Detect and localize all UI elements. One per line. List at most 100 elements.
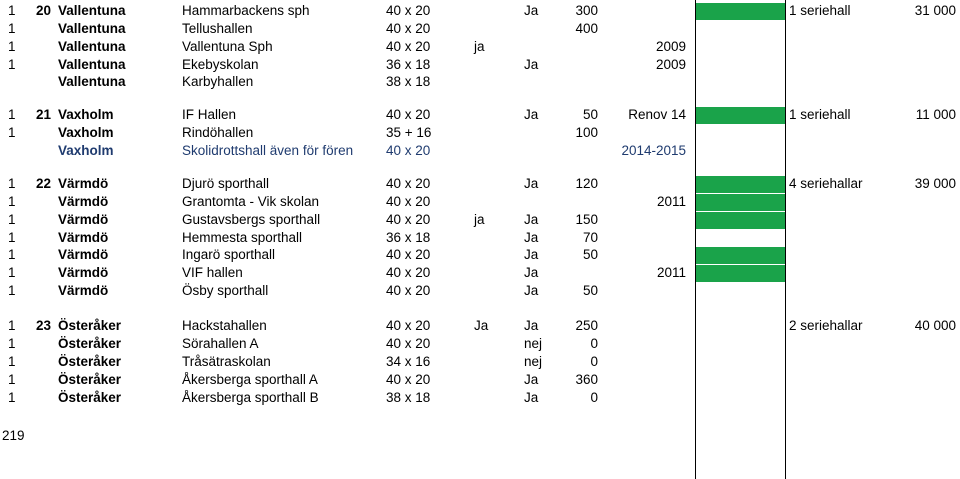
capacity-value: 0 xyxy=(590,354,598,369)
municipality-name: Vallentuna xyxy=(58,74,126,89)
hall-name: Ekebyskolan xyxy=(182,57,259,72)
table-row: 1 Vaxholm Rindöhallen 35 + 16 100 xyxy=(0,124,960,142)
year-value: 2009 xyxy=(655,57,686,72)
hall-size: 40 x 20 xyxy=(386,247,431,262)
column-a-value: ja xyxy=(474,39,485,54)
municipality-name: Österåker xyxy=(58,372,122,387)
green-marker-bar xyxy=(696,176,785,193)
capacity-value: 300 xyxy=(575,3,598,18)
column-b-value: nej xyxy=(524,354,543,369)
series-halls: 1 seriehall xyxy=(789,3,851,18)
hall-size: 40 x 20 xyxy=(386,265,431,280)
hall-size: 36 x 18 xyxy=(386,230,431,245)
municipality-number: 22 xyxy=(36,176,52,191)
column-a-value: Ja xyxy=(474,318,489,333)
municipality-name: Värmdö xyxy=(58,176,109,191)
hall-size: 40 x 20 xyxy=(386,336,431,351)
column-divider-right xyxy=(785,0,786,479)
municipality-name: Vallentuna xyxy=(58,39,126,54)
green-marker-bar xyxy=(696,3,785,20)
column-b-value: Ja xyxy=(524,265,539,280)
table-row: 1 23 Österåker Hackstahallen 40 x 20 Ja Ja 250 2… xyxy=(0,317,960,335)
column-b-value: Ja xyxy=(524,318,539,333)
hall-size: 40 x 20 xyxy=(386,143,431,158)
municipality-name: Värmdö xyxy=(58,247,109,262)
hall-size: 40 x 20 xyxy=(386,107,431,122)
hall-size: 40 x 20 xyxy=(386,212,431,227)
municipality-name: Österåker xyxy=(58,336,122,351)
capacity-value: 400 xyxy=(575,21,598,36)
municipality-number: 20 xyxy=(36,3,52,18)
hall-name: Tråsätraskolan xyxy=(182,354,271,369)
year-value: 2011 xyxy=(656,194,686,209)
hall-size: 34 x 16 xyxy=(386,354,431,369)
municipality-name: Vallentuna xyxy=(58,3,126,18)
hall-size: 40 x 20 xyxy=(386,318,431,333)
row-count: 1 xyxy=(8,354,16,369)
municipality-number: 21 xyxy=(36,107,52,122)
hall-size: 40 x 20 xyxy=(386,194,431,209)
population-value: 11 000 xyxy=(915,107,956,122)
table-row: 1 Österåker Sörahallen A 40 x 20 nej 0 xyxy=(0,335,960,353)
hall-name: Sörahallen A xyxy=(182,336,259,351)
hall-name: Skolidrottshall även för fören xyxy=(182,143,354,158)
row-count: 1 xyxy=(8,39,16,54)
municipality-name: Österåker xyxy=(58,318,122,333)
year-value: 2009 xyxy=(655,39,686,54)
table-row: 1 Vallentuna Vallentuna Sph 40 x 20 ja 2009 xyxy=(0,38,960,56)
column-b-value: Ja xyxy=(524,247,539,262)
table-row: 1 Värmdö Gustavsbergs sporthall 40 x 20 ja Ja… xyxy=(0,211,960,229)
capacity-value: 70 xyxy=(582,230,598,245)
table-row: 1 Värmdö VIF hallen 40 x 20 Ja 2011 xyxy=(0,264,960,282)
hall-size: 38 x 18 xyxy=(386,390,431,405)
hall-name: Rindöhallen xyxy=(182,125,254,140)
table-row: 1 Värmdö Grantomta - Vik skolan 40 x 20 2011 xyxy=(0,193,960,211)
hall-size: 38 x 18 xyxy=(386,74,431,89)
series-halls: 4 seriehallar xyxy=(789,176,863,191)
column-b-value: Ja xyxy=(524,390,539,405)
green-marker-bar xyxy=(696,212,785,229)
year-value: 2011 xyxy=(656,265,686,280)
row-count: 1 xyxy=(8,336,16,351)
row-count: 1 xyxy=(8,212,16,227)
column-divider-left xyxy=(695,0,696,479)
table-row: 1 Österåker Åkersberga sporthall B 38 x 18 J… xyxy=(0,389,960,407)
capacity-value: 0 xyxy=(590,390,598,405)
table-row: 1 22 Värmdö Djurö sporthall 40 x 20 Ja 120 4 se… xyxy=(0,175,960,193)
hall-size: 40 x 20 xyxy=(386,39,431,54)
table-row: Vallentuna Karbyhallen 38 x 18 xyxy=(0,73,960,91)
column-a-value: ja xyxy=(474,212,485,227)
capacity-value: 150 xyxy=(575,212,598,227)
row-count: 1 xyxy=(8,390,16,405)
column-b-value: Ja xyxy=(524,283,539,298)
green-marker-bar xyxy=(696,194,785,211)
table-row: 1 Österåker Åkersberga sporthall A 40 x 20 J… xyxy=(0,371,960,389)
green-marker-bar xyxy=(696,265,785,282)
municipality-name: Vaxholm xyxy=(58,125,114,140)
municipality-number: 23 xyxy=(36,318,52,333)
hall-name: Hemmesta sporthall xyxy=(182,230,303,245)
hall-size: 40 x 20 xyxy=(386,21,431,36)
hall-name: Karbyhallen xyxy=(182,74,254,89)
table-row: 1 20 Vallentuna Hammarbackens sph 40 x 20 Ja 3… xyxy=(0,2,960,20)
hall-name: VIF hallen xyxy=(182,265,243,280)
series-halls: 1 seriehall xyxy=(789,107,851,122)
hall-name: Ingarö sporthall xyxy=(182,247,276,262)
row-count: 1 xyxy=(8,107,16,122)
capacity-value: 50 xyxy=(582,247,598,262)
row-count: 1 xyxy=(8,176,16,191)
green-marker-bar xyxy=(696,107,785,124)
municipality-name: Österåker xyxy=(58,354,122,369)
hall-size: 40 x 20 xyxy=(386,3,431,18)
hall-name: Djurö sporthall xyxy=(182,176,270,191)
table-row: 1 Vallentuna Tellushallen 40 x 20 400 xyxy=(0,20,960,38)
hall-name: Ösby sporthall xyxy=(182,283,269,298)
municipality-name: Värmdö xyxy=(58,265,109,280)
hall-size: 40 x 20 xyxy=(386,372,431,387)
hall-name: Åkersberga sporthall B xyxy=(182,390,319,405)
hall-name: IF Hallen xyxy=(182,107,237,122)
population-value: 40 000 xyxy=(914,318,956,333)
municipality-name: Österåker xyxy=(58,390,122,405)
row-count: 1 xyxy=(8,247,16,262)
table-row: 1 Värmdö Ösby sporthall 40 x 20 Ja 50 xyxy=(0,282,960,300)
